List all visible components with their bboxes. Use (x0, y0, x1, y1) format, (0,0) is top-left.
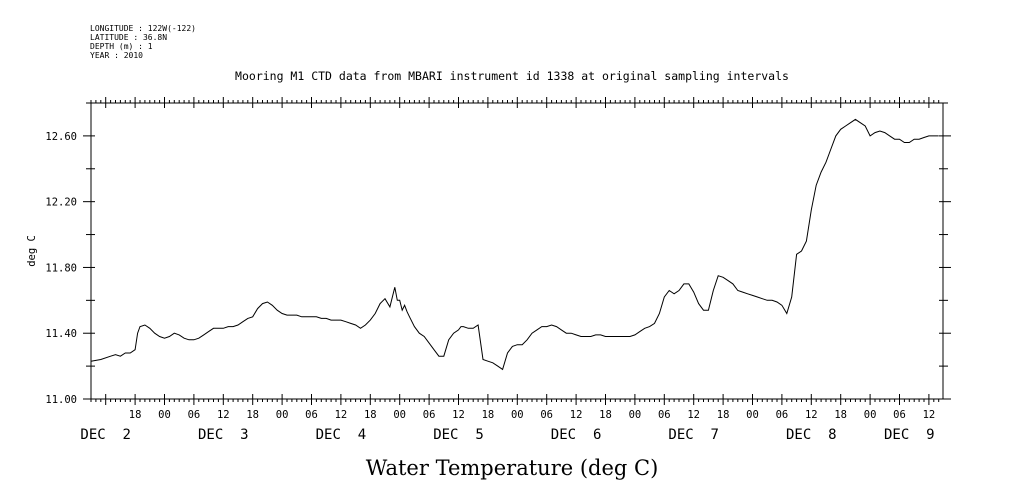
x-hour-label: 00 (158, 409, 171, 421)
y-tick-label: 11.00 (45, 394, 77, 406)
x-hour-label: 18 (834, 409, 847, 421)
x-day-label: DEC 4 (316, 427, 367, 443)
x-day-label: DEC 2 (80, 427, 131, 443)
x-hour-label: 06 (305, 409, 318, 421)
x-day-label: DEC 9 (884, 427, 935, 443)
x-day-label: DEC 3 (198, 427, 249, 443)
series-line-water-temperature (90, 118, 939, 371)
x-axis-ticks: 18 00 06 12 18 00 06 12 18 00 06 12 18 00 06 12 18 00 06 12… (80, 97, 940, 443)
x-hour-label: 06 (188, 409, 201, 421)
chart-title: Mooring M1 CTD data from MBARI instrumen… (235, 69, 789, 83)
x-hour-label: 06 (776, 409, 789, 421)
x-hour-label: 00 (511, 409, 524, 421)
x-hour-label: 12 (923, 409, 936, 421)
x-hour-label: 12 (452, 409, 465, 421)
y-tick-label: 12.20 (45, 197, 77, 209)
x-hour-label: 12 (570, 409, 583, 421)
x-hour-label: 00 (393, 409, 406, 421)
temperature-series (90, 118, 939, 371)
x-hour-label: 00 (864, 409, 877, 421)
x-day-label: DEC 5 (433, 427, 484, 443)
x-hour-label: 18 (717, 409, 730, 421)
x-day-label: DEC 8 (786, 427, 837, 443)
x-hour-label: 12 (217, 409, 230, 421)
x-hour-label: 12 (687, 409, 700, 421)
x-hour-label: 06 (540, 409, 553, 421)
x-hour-label: 06 (893, 409, 906, 421)
x-hour-label: 00 (746, 409, 759, 421)
x-day-label: DEC 7 (668, 427, 719, 443)
x-hour-label: 00 (276, 409, 289, 421)
x-hour-label: 18 (482, 409, 495, 421)
x-hour-label: 18 (364, 409, 377, 421)
x-hour-label: 18 (129, 409, 142, 421)
meta-year: YEAR : 2010 (90, 51, 143, 60)
x-hour-label: 12 (805, 409, 818, 421)
plot-frame (90, 102, 944, 400)
x-hour-label: 18 (599, 409, 612, 421)
x-axis-label: Water Temperature (deg C) (366, 456, 659, 480)
x-hour-label: 06 (658, 409, 671, 421)
x-hour-label: 12 (335, 409, 348, 421)
x-hour-label: 00 (629, 409, 642, 421)
meta-latitude: LATITUDE : 36.8N (90, 33, 167, 42)
meta-longitude: LONGITUDE : 122W(-122) (90, 24, 196, 33)
y-axis-ticks: 11.00 11.40 11.80 12.20 12.60 (45, 102, 951, 406)
y-tick-label: 11.80 (45, 262, 77, 274)
x-day-label: DEC 6 (551, 427, 602, 443)
meta-depth: DEPTH (m) : 1 (90, 42, 153, 51)
x-hour-label: 18 (246, 409, 259, 421)
x-hour-label: 06 (423, 409, 436, 421)
y-tick-label: 12.60 (45, 131, 77, 143)
y-axis-label: deg C (26, 235, 38, 267)
header-metadata: LONGITUDE : 122W(-122) LATITUDE : 36.8N … (90, 24, 196, 60)
y-tick-label: 11.40 (45, 328, 77, 340)
